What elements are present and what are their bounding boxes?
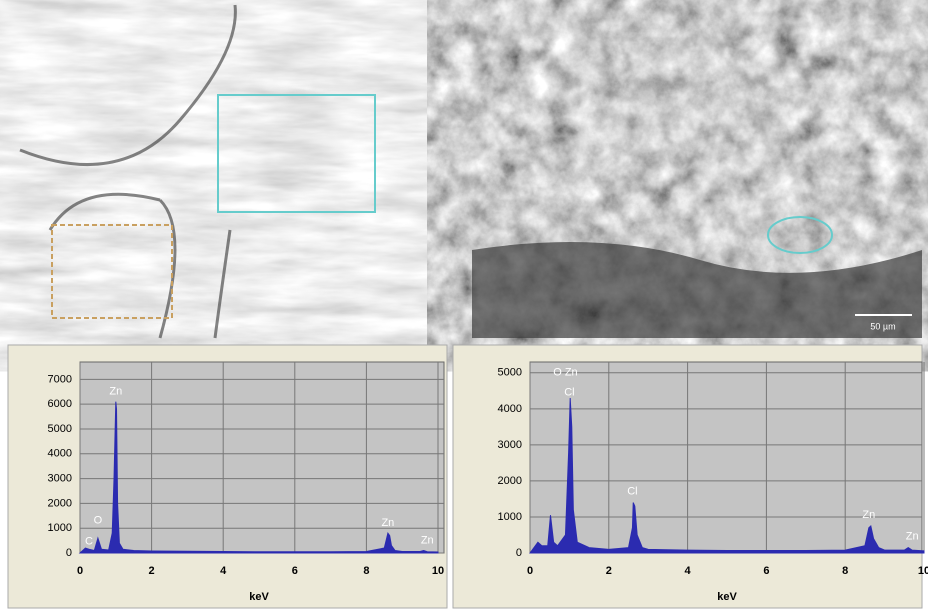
y-tick-label: 0: [66, 547, 72, 559]
peak-label: Zn: [109, 386, 122, 398]
x-tick-label: 6: [292, 565, 298, 577]
x-tick-label: 0: [527, 565, 533, 577]
scale-bar-label: 50 µm: [870, 321, 895, 331]
x-tick-label: 4: [220, 565, 227, 577]
y-tick-label: 2000: [48, 497, 72, 509]
y-tick-label: 1000: [48, 522, 72, 534]
y-tick-label: 1000: [498, 511, 522, 523]
peak-label: Zn: [381, 517, 394, 529]
x-tick-label: 8: [363, 565, 369, 577]
y-tick-label: 7000: [48, 373, 72, 385]
x-tick-label: 2: [149, 565, 155, 577]
y-tick-label: 2000: [498, 475, 522, 487]
peak-label: O Zn: [553, 367, 577, 379]
x-tick-label: 8: [842, 565, 848, 577]
peak-label: Zn: [906, 531, 919, 543]
y-tick-label: 4000: [48, 448, 72, 460]
y-tick-label: 3000: [48, 472, 72, 484]
y-tick-label: 5000: [498, 367, 522, 379]
x-tick-label: 10: [918, 565, 928, 577]
sem-image-left: [8, 5, 465, 338]
x-axis-label: keV: [717, 591, 737, 603]
x-tick-label: 0: [77, 565, 83, 577]
x-axis-label: keV: [249, 591, 269, 603]
x-tick-label: 4: [685, 565, 692, 577]
peak-label: O: [94, 515, 103, 527]
peak-label: C: [85, 536, 93, 548]
x-tick-label: 10: [432, 565, 444, 577]
peak-label: Cl: [627, 486, 637, 498]
peak-label: Zn: [421, 535, 434, 547]
plot-area: [530, 362, 922, 553]
x-tick-label: 6: [763, 565, 769, 577]
y-tick-label: 3000: [498, 439, 522, 451]
x-tick-label: 2: [606, 565, 612, 577]
y-tick-label: 4000: [498, 403, 522, 415]
y-tick-label: 0: [516, 547, 522, 559]
y-tick-label: 6000: [48, 398, 72, 410]
peak-label: Cl: [564, 387, 574, 399]
sem-image-right: 50 µm: [472, 5, 922, 338]
figure: 50 µm 0100020003000400050006000700002468…: [0, 0, 928, 612]
peak-label: Zn: [862, 509, 875, 521]
y-tick-label: 5000: [48, 423, 72, 435]
